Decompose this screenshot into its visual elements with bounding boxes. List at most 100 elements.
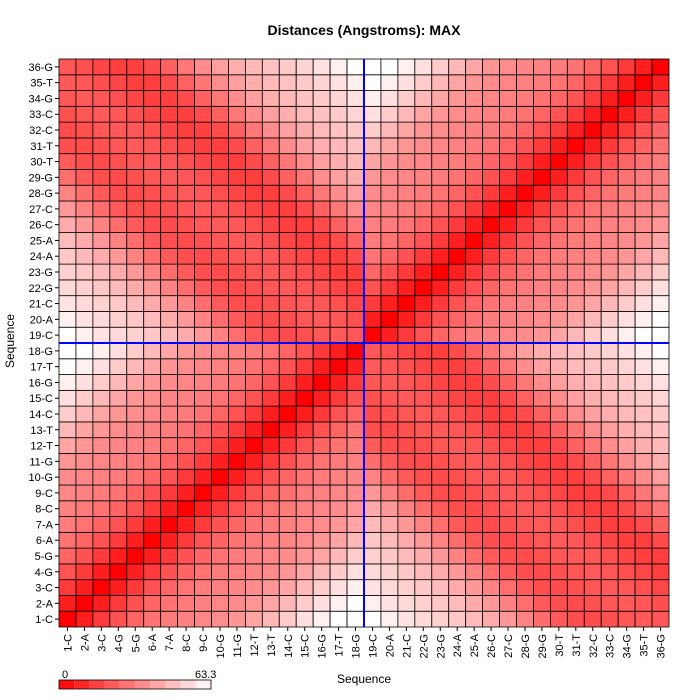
heatmap-cell [617,216,636,233]
heatmap-cell [617,263,636,281]
heatmap-cell [617,295,636,312]
heatmap-cell [312,263,331,281]
heatmap-cell [278,216,297,233]
heatmap-cell [143,169,162,186]
heatmap-cell [651,389,670,407]
heatmap-cell [482,547,500,565]
heatmap-cell [363,453,382,470]
heatmap-cell [380,200,399,218]
heatmap-cell [583,216,602,233]
heatmap-cell [634,184,653,202]
heatmap-cell [397,610,416,628]
heatmap-cell [278,121,297,139]
heatmap-cell [312,547,331,565]
heatmap-cell [600,374,619,391]
heatmap-cell [329,90,348,107]
heatmap-cell [566,437,585,454]
heatmap-cell [397,547,416,565]
heatmap-cell [194,342,212,360]
heatmap-cell [397,263,416,281]
heatmap-cell [499,326,517,344]
heatmap-cell [75,610,94,628]
heatmap-cell [109,279,128,297]
heatmap-cell [211,563,229,581]
heatmap-cell [126,169,145,186]
heatmap-cell [566,74,585,91]
heatmap-cell [651,263,670,281]
heatmap-cell [194,311,212,328]
heatmap-cell [482,232,500,249]
heatmap-cell [58,374,77,391]
heatmap-cell [160,579,179,596]
heatmap-cell [312,358,331,375]
heatmap-cell [312,500,331,517]
heatmap-cell [211,105,229,123]
heatmap-cell [58,153,77,170]
heatmap-cell [600,326,619,344]
heatmap-cell [583,184,602,202]
heatmap-cell [295,500,314,517]
heatmap-cell [75,453,94,470]
heatmap-cell [363,121,382,139]
heatmap-cell [194,547,212,565]
x-tick-label: 4-G [113,634,125,652]
heatmap-cell [465,500,484,517]
heatmap-cell [549,342,568,360]
colorbar-swatch [74,680,90,689]
heatmap-cell [499,232,517,249]
heatmap-cell [109,468,128,486]
heatmap-cell [499,137,517,155]
heatmap-cell [549,358,568,375]
heatmap-cell [583,421,602,439]
heatmap-cell [211,90,229,107]
heatmap-cell [109,232,128,249]
heatmap-cell [126,358,145,375]
heatmap-cell [363,500,382,517]
heatmap-cell [617,169,636,186]
heatmap-cell [431,374,450,391]
heatmap-cell [414,468,433,486]
heatmap-cell [549,563,568,581]
heatmap-cell [278,279,297,297]
heatmap-cell [600,216,619,233]
heatmap-cell [228,563,246,581]
heatmap-cell [278,579,297,596]
heatmap-cell [143,311,162,328]
heatmap-cell [634,311,653,328]
heatmap-cell [194,263,212,281]
heatmap-cell [244,579,263,596]
heatmap-cell [346,216,365,233]
heatmap-cell [228,153,246,170]
heatmap-cell [160,279,179,297]
heatmap-cell [194,563,212,581]
heatmap-cell [516,74,534,91]
heatmap-cell [516,437,534,454]
heatmap-cell [312,516,331,533]
heatmap-cell [109,610,128,628]
heatmap-cell [583,279,602,297]
colorbar-swatch [150,680,166,689]
heatmap-cell [651,169,670,186]
y-tick-label: 26-C [29,220,53,232]
heatmap-cell [465,405,484,423]
heatmap-cell [92,90,111,107]
heatmap-cell [380,247,399,265]
heatmap-cell [346,169,365,186]
heatmap-cell [549,326,568,344]
heatmap-cell [211,184,229,202]
heatmap-cell [228,105,246,123]
heatmap-cell [482,58,500,76]
heatmap-cell [414,247,433,265]
heatmap-cell [600,58,619,76]
heatmap-cell [278,563,297,581]
heatmap-cell [177,200,195,218]
heatmap-cell [363,153,382,170]
heatmap-cell [651,405,670,423]
heatmap-cell [380,405,399,423]
heatmap-cell [126,389,145,407]
heatmap-cell [295,437,314,454]
heatmap-cell [244,184,263,202]
heatmap-cell [278,200,297,218]
heatmap-cell [516,153,534,170]
heatmap-cell [295,516,314,533]
